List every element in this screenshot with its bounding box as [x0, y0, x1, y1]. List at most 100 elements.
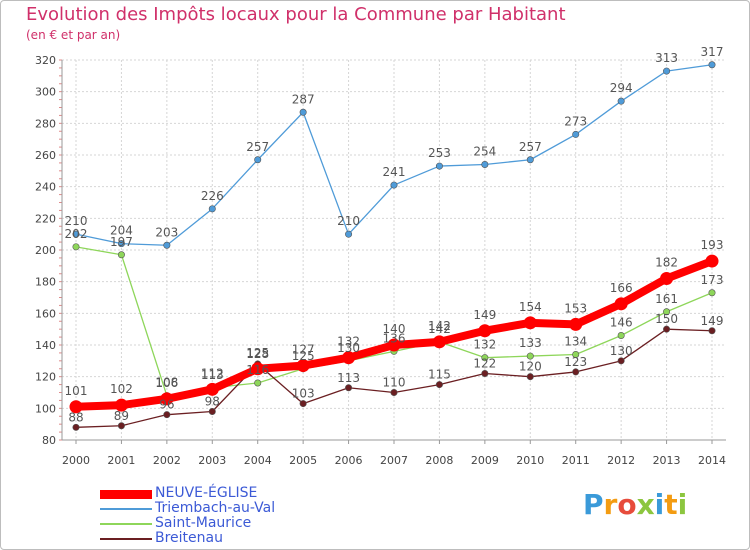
x-tick-label: 2002	[153, 454, 181, 467]
data-point	[526, 352, 534, 360]
y-tick-label: 320	[35, 54, 56, 67]
data-label: 202	[65, 227, 88, 241]
data-point	[435, 381, 443, 389]
data-point	[478, 324, 492, 338]
chart-subtitle: (en € et par an)	[26, 28, 121, 42]
data-point	[254, 156, 262, 164]
data-point	[69, 400, 83, 414]
y-tick-label: 260	[35, 149, 56, 162]
data-label: 136	[383, 331, 406, 345]
legend-label: Triembach-au-Val	[155, 500, 276, 516]
data-label: 173	[701, 273, 724, 287]
data-label: 132	[337, 335, 360, 349]
legend-item: Saint-Maurice	[100, 515, 380, 531]
data-point	[708, 289, 716, 297]
data-label: 112	[201, 366, 224, 380]
logo-letter: i	[677, 488, 688, 521]
legend-swatch	[100, 489, 152, 499]
data-point	[205, 382, 219, 396]
x-tick-label: 2006	[335, 454, 363, 467]
data-label: 101	[65, 384, 88, 398]
data-point	[342, 351, 356, 365]
data-point	[435, 162, 443, 170]
data-label: 313	[655, 51, 678, 65]
chart-title: Evolution des Impôts locaux pour la Comm…	[26, 4, 566, 25]
data-label: 116	[246, 363, 269, 377]
x-tick-label: 2009	[471, 454, 499, 467]
data-point	[614, 297, 628, 311]
data-point	[481, 354, 489, 362]
data-label: 102	[110, 382, 133, 396]
data-label: 106	[155, 376, 178, 390]
logo-letter: t	[664, 488, 678, 521]
y-tick-label: 200	[35, 244, 56, 257]
data-point	[523, 316, 537, 330]
data-label: 122	[473, 357, 496, 371]
data-label: 146	[610, 316, 633, 330]
data-label: 210	[65, 214, 88, 228]
y-tick-label: 160	[35, 307, 56, 320]
logo-letter: x	[636, 488, 655, 521]
data-point	[481, 161, 489, 169]
data-point	[572, 368, 580, 376]
data-point	[299, 108, 307, 116]
legend-label: NEUVE-ÉGLISE	[155, 485, 258, 501]
data-label: 149	[473, 308, 496, 322]
data-point	[163, 411, 171, 419]
data-point	[663, 325, 671, 333]
x-tick-label: 2000	[62, 454, 90, 467]
data-label: 182	[655, 256, 678, 270]
data-point	[72, 243, 80, 251]
data-label: 254	[473, 145, 496, 159]
legend-label: Breitenau	[155, 530, 223, 546]
y-tick-label: 120	[35, 371, 56, 384]
data-label: 108	[155, 376, 178, 390]
data-label: 197	[110, 235, 133, 249]
data-label: 287	[292, 92, 315, 106]
data-label: 210	[337, 214, 360, 228]
data-label: 161	[655, 292, 678, 306]
data-point	[114, 398, 128, 412]
legend: NEUVE-ÉGLISE Triembach-au-Val Saint-Mauric…	[100, 485, 380, 546]
data-label: 127	[292, 343, 315, 357]
data-point	[526, 156, 534, 164]
data-point	[251, 362, 265, 376]
legend-swatch	[100, 508, 152, 510]
x-tick-label: 2005	[289, 454, 317, 467]
data-label: 154	[519, 300, 542, 314]
data-label: 125	[292, 349, 315, 363]
data-label: 149	[701, 314, 724, 328]
x-tick-label: 2004	[244, 454, 272, 467]
data-point	[663, 308, 671, 316]
x-tick-label: 2014	[698, 454, 726, 467]
data-label: 140	[383, 322, 406, 336]
data-point	[572, 350, 580, 358]
data-label: 125	[246, 346, 269, 360]
data-label: 257	[519, 140, 542, 154]
data-label: 150	[655, 312, 678, 326]
data-label: 193	[701, 238, 724, 252]
data-point	[569, 317, 583, 331]
x-tick-label: 2008	[425, 454, 453, 467]
data-label: 103	[292, 387, 315, 401]
data-label: 120	[519, 360, 542, 374]
y-tick-label: 100	[35, 402, 56, 415]
data-point	[296, 359, 310, 373]
data-point	[117, 251, 125, 259]
data-point	[345, 230, 353, 238]
data-label: 294	[610, 81, 633, 95]
data-label: 132	[473, 338, 496, 352]
x-tick-label: 2011	[562, 454, 590, 467]
data-label: 98	[205, 395, 220, 409]
data-point	[708, 327, 716, 335]
data-label: 113	[201, 368, 224, 382]
x-tick-label: 2001	[107, 454, 135, 467]
data-label: 110	[383, 376, 406, 390]
data-label: 153	[564, 301, 587, 315]
data-point	[117, 240, 125, 248]
data-label: 166	[610, 281, 633, 295]
data-point	[708, 61, 716, 69]
data-label: 130	[337, 341, 360, 355]
data-point	[299, 400, 307, 408]
